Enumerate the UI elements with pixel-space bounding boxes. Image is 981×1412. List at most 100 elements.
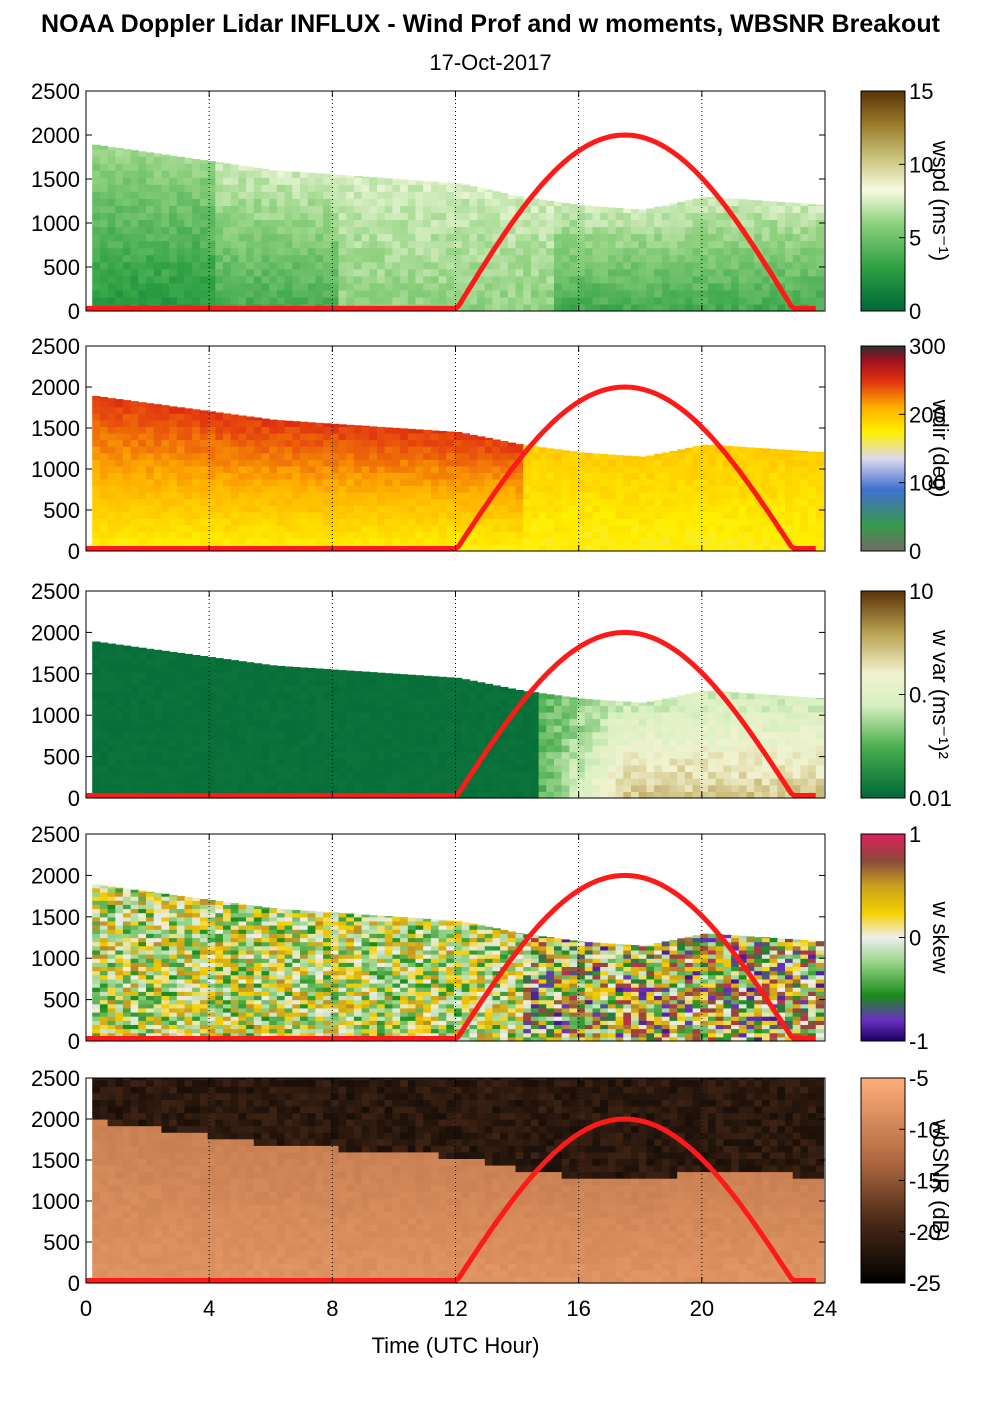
heat-cell: [454, 472, 463, 480]
heat-cell: [223, 413, 232, 421]
heat-cell: [423, 698, 432, 706]
heat-cell: [546, 459, 555, 467]
heat-cell: [700, 478, 709, 486]
heat-cell: [631, 524, 640, 532]
heat-cell: [715, 452, 724, 460]
heat-cell: [323, 478, 332, 486]
heat-cell: [146, 452, 155, 460]
heat-cell: [469, 492, 478, 500]
heat-cell: [769, 537, 778, 546]
heat-cell: [792, 289, 801, 298]
heat-cell: [438, 205, 447, 213]
heat-cell: [138, 647, 147, 653]
heat-cell: [615, 268, 624, 277]
heat-cell: [161, 518, 170, 526]
heat-cell: [446, 431, 455, 434]
heat-cell: [530, 478, 540, 486]
heat-cell: [223, 778, 232, 786]
heat-cell: [454, 282, 463, 291]
heat-cell: [638, 524, 647, 532]
heat-cell: [438, 745, 447, 753]
heat-cell: [808, 261, 817, 270]
heat-cell: [469, 758, 478, 766]
heat-cell: [615, 296, 624, 305]
heat-cell: [592, 261, 601, 270]
heat-cell: [99, 212, 109, 220]
heat-cell: [192, 485, 201, 493]
heat-cell: [415, 778, 424, 786]
heat-cell: [361, 731, 370, 739]
heat-cell: [785, 226, 794, 235]
heat-cell: [300, 692, 309, 700]
heat-cell: [253, 459, 263, 467]
heat-cell: [538, 738, 547, 746]
heat-cell: [192, 212, 201, 220]
heat-cell: [92, 296, 101, 305]
heat-cell: [192, 247, 201, 256]
heat-cell: [207, 751, 216, 759]
heat-cell: [515, 282, 524, 291]
heat-cell: [99, 261, 109, 270]
heat-cell: [146, 268, 155, 277]
heat-cell: [184, 685, 193, 693]
heat-cell: [361, 226, 370, 235]
heat-cell: [715, 254, 724, 263]
heat-cell: [253, 247, 263, 256]
heat-cell: [761, 459, 771, 467]
heat-cell: [146, 485, 155, 493]
heat-cell: [530, 446, 540, 454]
heat-cell: [107, 537, 116, 546]
heat-cell: [246, 226, 255, 235]
heat-cell: [400, 511, 409, 519]
heat-cell: [415, 764, 424, 773]
heat-cell: [515, 304, 524, 312]
heat-cell: [346, 784, 355, 792]
heat-cell: [300, 764, 309, 773]
heat-cell: [253, 751, 263, 759]
heat-cell: [538, 731, 547, 739]
heat-cell: [484, 446, 494, 454]
heat-cell: [338, 240, 347, 249]
heat-cell: [800, 524, 809, 532]
heat-cell: [169, 184, 178, 192]
heat-cell: [469, 511, 478, 519]
heat-cell: [207, 198, 216, 206]
heat-cell: [146, 498, 155, 506]
heat-cell: [223, 219, 232, 228]
heat-cell: [446, 459, 455, 467]
heat-cell: [276, 459, 286, 467]
heat-cell: [377, 511, 386, 519]
heat-cell: [176, 289, 186, 298]
heat-cell: [276, 678, 286, 686]
heat-cell: [569, 758, 578, 766]
heat-cell: [523, 705, 532, 713]
heat-cell: [377, 718, 386, 726]
heat-cell: [430, 261, 440, 270]
heat-cell: [677, 233, 686, 242]
heat-cell: [500, 771, 509, 779]
heat-cell: [623, 778, 632, 786]
heat-cell: [346, 478, 355, 486]
heat-cell: [738, 282, 748, 291]
heat-cell: [454, 784, 463, 792]
heat-cell: [654, 296, 663, 305]
heat-cell: [130, 184, 139, 192]
heat-cell: [138, 233, 147, 242]
heat-cell: [561, 531, 570, 539]
heat-cell: [138, 731, 147, 739]
heat-cell: [715, 226, 724, 235]
heat-cell: [369, 537, 378, 546]
heat-cell: [646, 459, 655, 467]
heat-cell: [169, 198, 178, 206]
heat-cell: [561, 524, 570, 532]
heat-cell: [423, 452, 432, 460]
heat-cell: [176, 485, 186, 493]
heat-cell: [253, 531, 263, 539]
heat-cell: [115, 485, 124, 493]
heat-cell: [477, 275, 486, 284]
heat-cell: [215, 268, 224, 277]
heat-cell: [554, 296, 563, 305]
heat-cell: [361, 738, 370, 746]
heat-cell: [207, 275, 216, 284]
heat-cell: [438, 725, 447, 733]
